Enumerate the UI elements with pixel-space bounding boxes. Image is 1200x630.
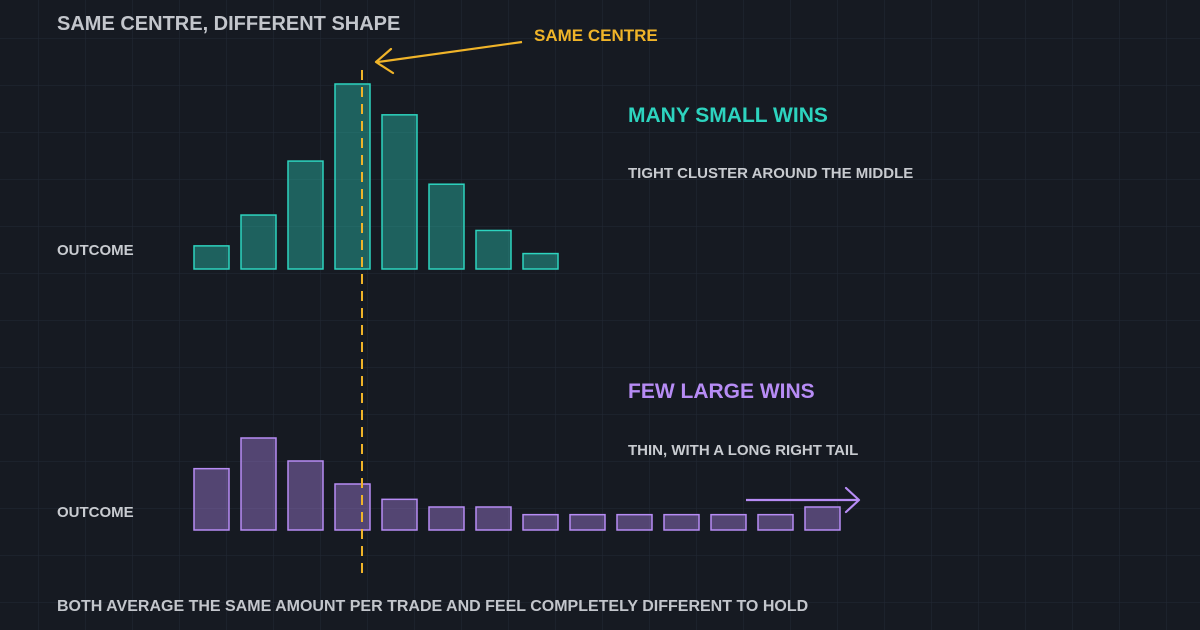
few-large-wins-bar-9 — [569, 513, 606, 531]
left-arrow-icon — [374, 40, 523, 75]
many-small-wins-bar-6 — [428, 183, 465, 270]
top-series-subheading: TIGHT CLUSTER AROUND THE MIDDLE — [628, 165, 913, 182]
many-small-wins-bar-7 — [475, 229, 512, 270]
many-small-wins-bar-4 — [334, 83, 371, 270]
few-large-wins-bar-7 — [475, 506, 512, 531]
many-small-wins-bar-5 — [381, 114, 418, 270]
chart-title: SAME CENTRE, DIFFERENT SHAPE — [57, 13, 400, 35]
many-small-wins-bar-3 — [287, 160, 324, 270]
right-arrow-icon — [746, 486, 861, 514]
bottom-axis-label: OUTCOME — [57, 504, 134, 521]
few-large-wins-bar-14 — [804, 506, 841, 531]
few-large-wins-bar-5 — [381, 498, 418, 531]
top-axis-label: OUTCOME — [57, 242, 134, 259]
bottom-series-heading: FEW LARGE WINS — [628, 380, 815, 403]
few-large-wins-bar-1 — [193, 467, 230, 531]
few-large-wins-bar-6 — [428, 506, 465, 531]
few-large-wins-bar-13 — [757, 513, 794, 531]
bottom-histogram — [193, 437, 841, 531]
footer-caption: BOTH AVERAGE THE SAME AMOUNT PER TRADE A… — [57, 598, 808, 615]
many-small-wins-bar-1 — [193, 245, 230, 270]
few-large-wins-bar-12 — [710, 513, 747, 531]
top-histogram — [193, 83, 559, 270]
few-large-wins-bar-10 — [616, 513, 653, 531]
few-large-wins-bar-8 — [522, 513, 559, 531]
few-large-wins-bar-3 — [287, 460, 324, 531]
top-series-heading: MANY SMALL WINS — [628, 104, 828, 127]
bottom-series-subheading: THIN, WITH A LONG RIGHT TAIL — [628, 442, 858, 459]
few-large-wins-bar-4 — [334, 483, 371, 531]
annotation-label: SAME CENTRE — [534, 26, 658, 45]
many-small-wins-bar-2 — [240, 214, 277, 270]
few-large-wins-bar-2 — [240, 437, 277, 531]
many-small-wins-bar-8 — [522, 252, 559, 270]
few-large-wins-bar-11 — [663, 513, 700, 531]
